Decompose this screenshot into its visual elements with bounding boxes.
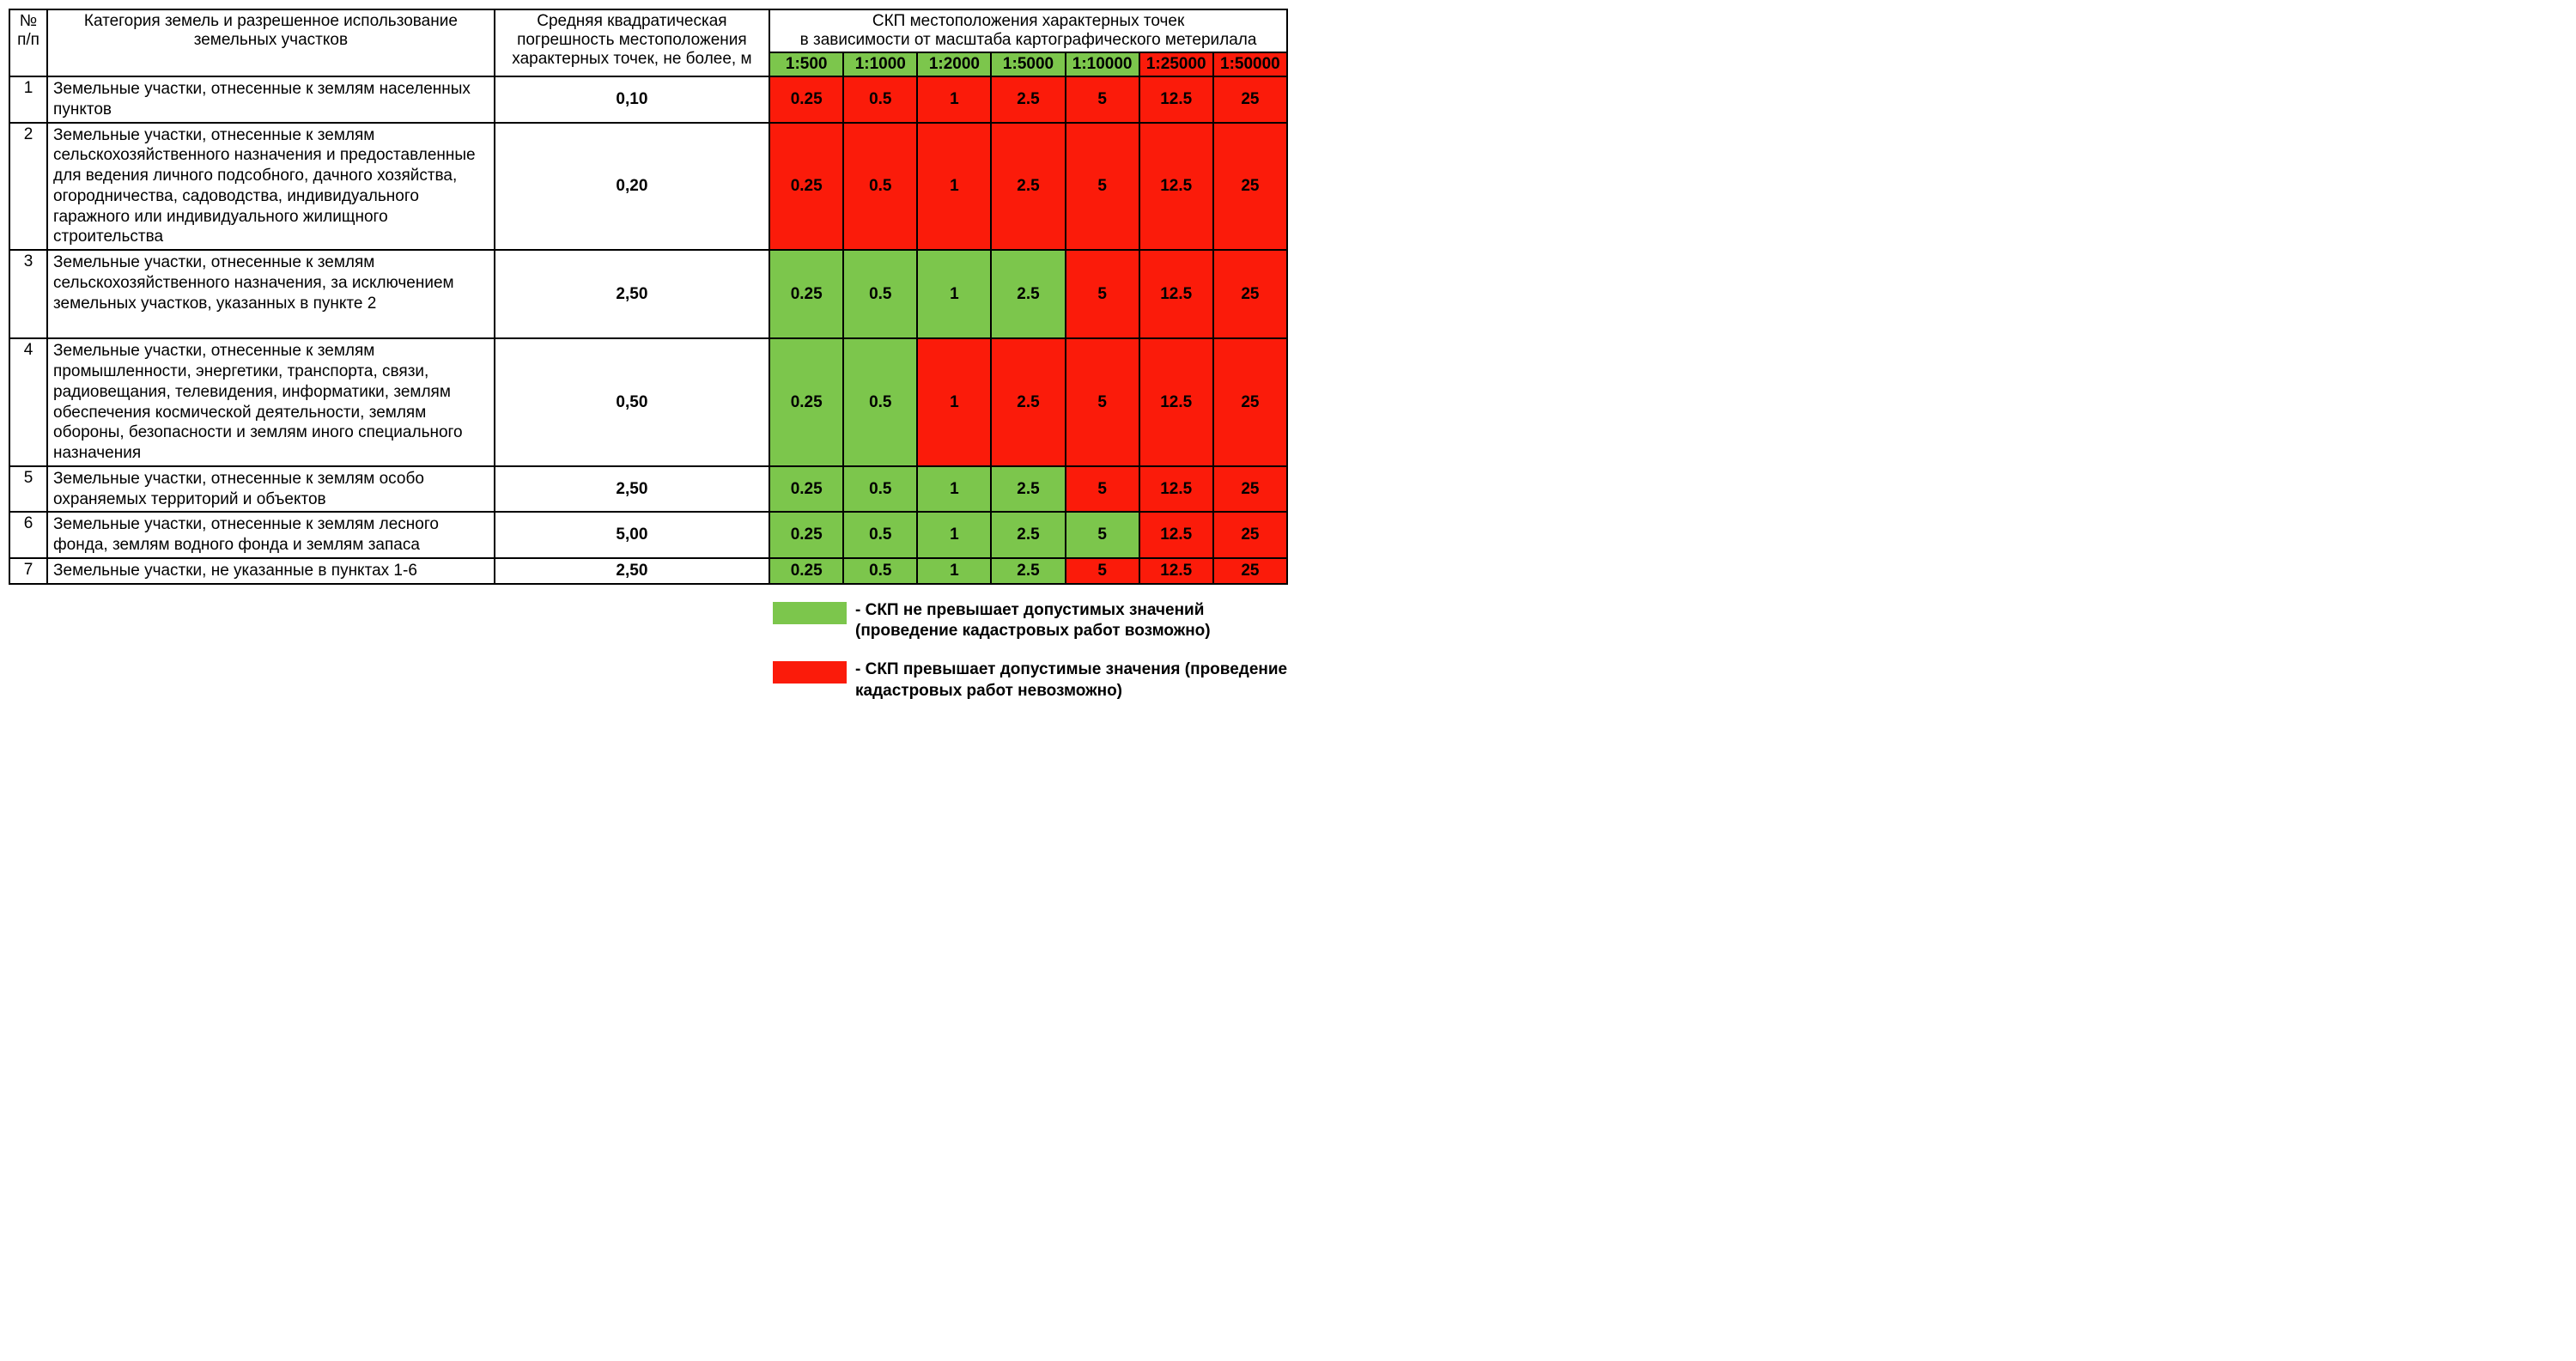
value-cell: 0.25 [769,466,843,513]
value-cell: 5 [1066,466,1139,513]
legend-swatch-red [773,661,847,684]
table-body: 1Земельные участки, отнесенные к землям … [9,76,1287,584]
value-cell: 25 [1213,338,1287,466]
value-cell: 0.25 [769,558,843,584]
row-category: Земельные участки, отнесенные к землям н… [47,76,495,123]
row-number: 3 [9,250,47,338]
value-cell: 12.5 [1139,123,1213,251]
row-error: 2,50 [495,250,769,338]
value-cell: 5 [1066,250,1139,338]
skp-table: № п/п Категория земель и разрешенное исп… [9,9,1288,585]
legend-row-red: - СКП превышает допустимые значения (про… [773,659,1288,702]
legend-text-green: - СКП не превышает допустимых значений (… [855,600,1288,642]
row-number: 2 [9,123,47,251]
value-cell: 1 [917,250,991,338]
table-row: 1Земельные участки, отнесенные к землям … [9,76,1287,123]
value-cell: 0.5 [843,123,917,251]
value-cell: 12.5 [1139,250,1213,338]
row-error: 2,50 [495,558,769,584]
value-cell: 0.25 [769,76,843,123]
value-cell: 0.25 [769,512,843,558]
value-cell: 2.5 [991,512,1065,558]
row-number: 7 [9,558,47,584]
row-category: Земельные участки, отнесенные к землям с… [47,250,495,338]
row-category: Земельные участки, не указанные в пункта… [47,558,495,584]
value-cell: 12.5 [1139,512,1213,558]
value-cell: 25 [1213,558,1287,584]
value-cell: 1 [917,123,991,251]
header-skp-span: СКП местоположения характерных точек в з… [769,9,1287,52]
row-number: 4 [9,338,47,466]
scale-header-cell: 1:50000 [1213,52,1287,76]
value-cell: 0.5 [843,250,917,338]
row-category: Земельные участки, отнесенные к землям с… [47,123,495,251]
value-cell: 1 [917,558,991,584]
value-cell: 2.5 [991,76,1065,123]
row-error: 0,50 [495,338,769,466]
row-category: Земельные участки, отнесенные к землям л… [47,512,495,558]
row-error: 0,10 [495,76,769,123]
value-cell: 0.25 [769,123,843,251]
value-cell: 1 [917,512,991,558]
value-cell: 25 [1213,512,1287,558]
value-cell: 25 [1213,123,1287,251]
value-cell: 2.5 [991,123,1065,251]
table-row: 3Земельные участки, отнесенные к землям … [9,250,1287,338]
row-error: 0,20 [495,123,769,251]
value-cell: 0.5 [843,338,917,466]
value-cell: 2.5 [991,338,1065,466]
row-error: 2,50 [495,466,769,513]
value-cell: 12.5 [1139,558,1213,584]
value-cell: 5 [1066,558,1139,584]
row-category: Земельные участки, отнесенные к землям о… [47,466,495,513]
scale-header-cell: 1:1000 [843,52,917,76]
value-cell: 25 [1213,466,1287,513]
value-cell: 0.5 [843,466,917,513]
table-row: 2Земельные участки, отнесенные к землям … [9,123,1287,251]
header-skp-bottom: в зависимости от масштаба картографическ… [800,31,1257,49]
header-category: Категория земель и разрешенное использов… [47,9,495,76]
table-row: 4Земельные участки, отнесенные к землям … [9,338,1287,466]
value-cell: 0.5 [843,512,917,558]
scale-header-cell: 1:10000 [1066,52,1139,76]
value-cell: 12.5 [1139,466,1213,513]
value-cell: 1 [917,76,991,123]
value-cell: 2.5 [991,558,1065,584]
header-skp-top: СКП местоположения характерных точек [872,12,1184,30]
value-cell: 2.5 [991,250,1065,338]
value-cell: 12.5 [1139,76,1213,123]
value-cell: 5 [1066,123,1139,251]
value-cell: 1 [917,466,991,513]
legend-row-green: - СКП не превышает допустимых значений (… [773,600,1288,642]
value-cell: 0.25 [769,250,843,338]
row-number: 5 [9,466,47,513]
header-num: № п/п [9,9,47,76]
value-cell: 5 [1066,512,1139,558]
value-cell: 2.5 [991,466,1065,513]
legend-text-red: - СКП превышает допустимые значения (про… [855,659,1288,702]
value-cell: 25 [1213,250,1287,338]
value-cell: 0.5 [843,76,917,123]
row-number: 1 [9,76,47,123]
row-error: 5,00 [495,512,769,558]
value-cell: 5 [1066,76,1139,123]
value-cell: 0.25 [769,338,843,466]
table-row: 5Земельные участки, отнесенные к землям … [9,466,1287,513]
scale-header-cell: 1:500 [769,52,843,76]
value-cell: 0.5 [843,558,917,584]
legend: - СКП не превышает допустимых значений (… [773,600,1288,702]
value-cell: 5 [1066,338,1139,466]
table-row: 7Земельные участки, не указанные в пункт… [9,558,1287,584]
row-category: Земельные участки, отнесенные к землям п… [47,338,495,466]
table-row: 6Земельные участки, отнесенные к землям … [9,512,1287,558]
row-number: 6 [9,512,47,558]
legend-swatch-green [773,602,847,624]
scale-header-cell: 1:2000 [917,52,991,76]
header-error: Средняя квадратическая погрешность место… [495,9,769,76]
value-cell: 25 [1213,76,1287,123]
scale-header-cell: 1:5000 [991,52,1065,76]
value-cell: 12.5 [1139,338,1213,466]
value-cell: 1 [917,338,991,466]
scale-header-cell: 1:25000 [1139,52,1213,76]
